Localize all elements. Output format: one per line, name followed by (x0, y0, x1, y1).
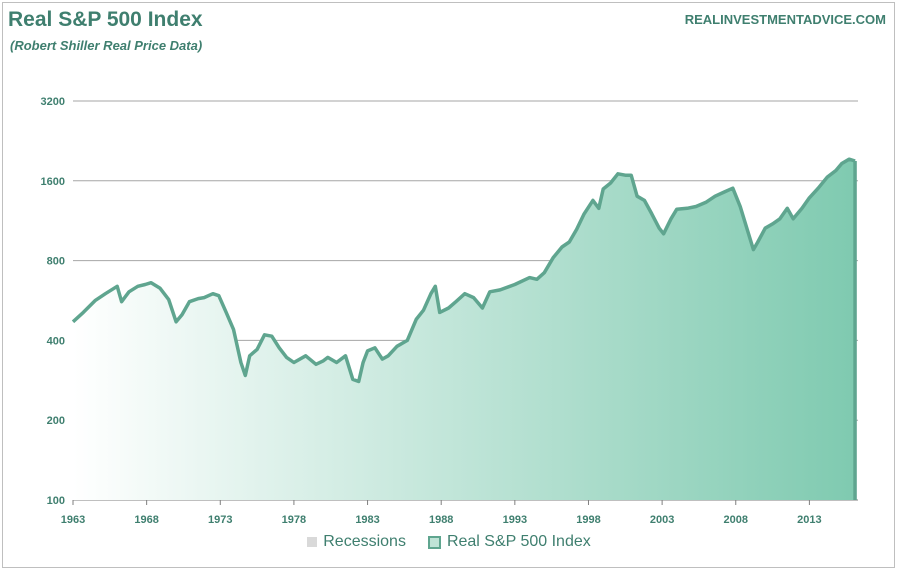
y-tick-label: 800 (47, 256, 65, 268)
x-tick-label: 1973 (208, 514, 232, 526)
y-axis-ticks: 100 200 400 800 1600 3200 (41, 96, 65, 507)
chart-title: Real S&P 500 Index (8, 8, 203, 31)
legend-label-index: Real S&P 500 Index (446, 533, 591, 550)
index-swatch (427, 535, 441, 549)
y-tick-label: 400 (47, 335, 65, 347)
legend-label-recessions: Recessions (323, 533, 406, 550)
source-label: REALINVESTMENTADVICE.COM (684, 12, 886, 27)
x-tick-label: 1963 (61, 514, 85, 526)
recessions-swatch (307, 537, 318, 547)
index-area-fill (73, 159, 856, 500)
x-tick-label: 1998 (576, 514, 600, 526)
legend-item-recessions[interactable]: Recessions (307, 533, 406, 551)
y-tick-label: 100 (47, 495, 65, 507)
x-tick-label: 1993 (503, 514, 527, 526)
index-series-line (71, 157, 856, 384)
legend-item-index[interactable]: Real S&P 500 Index (427, 533, 591, 551)
x-tick-label: 2008 (724, 514, 748, 526)
x-tick-label: 1988 (429, 514, 453, 526)
y-tick-label: 1600 (41, 176, 65, 188)
x-tick-label: 2013 (797, 514, 821, 526)
x-tick-label: 1978 (282, 514, 306, 526)
x-tick-label: 2003 (650, 514, 674, 526)
area-layer (71, 157, 857, 500)
chart-subtitle: (Robert Shiller Real Price Data) (10, 38, 203, 53)
y-tick-label: 200 (47, 415, 65, 427)
x-tick-label: 1983 (355, 514, 379, 526)
y-tick-label: 3200 (41, 96, 65, 108)
x-tick-label: 1968 (134, 514, 158, 526)
x-axis-ticks: 1963 1968 1973 1978 1983 1988 1993 1998 2003 2008… (61, 500, 822, 526)
legend: Recessions Real S&P 500 Index (0, 533, 898, 551)
